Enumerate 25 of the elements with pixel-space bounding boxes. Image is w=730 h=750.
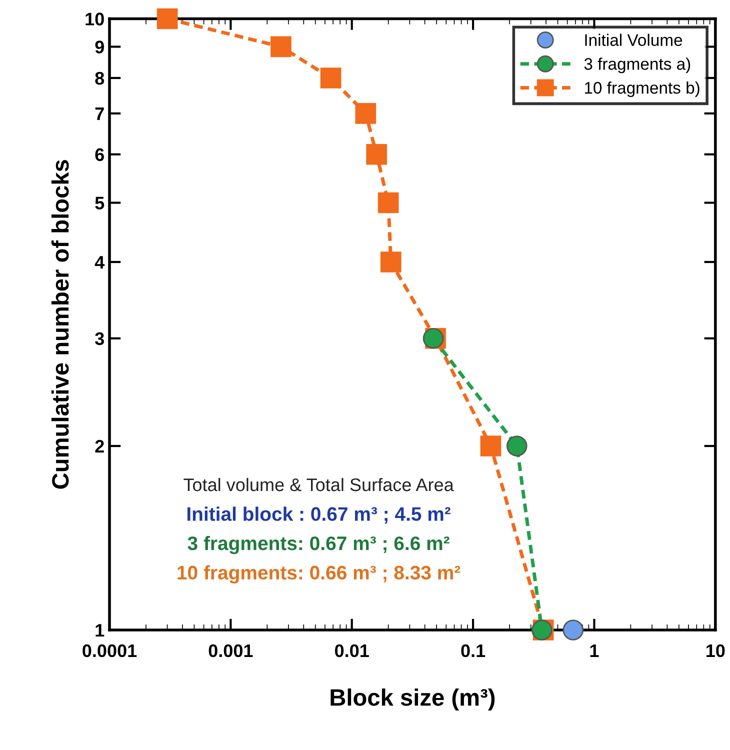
y-tick-label: 9 [95,40,104,54]
y-axis-title: Cumulative number of blocks [51,160,69,489]
x-tick-label: 0.0001 [82,644,137,658]
y-tick-label: 5 [95,196,104,210]
y-tick-label: 1 [96,624,104,637]
y-tick-label: 2 [95,440,104,453]
legend-label: 3 fragments a) [584,58,690,74]
y-tick-label: 6 [95,148,104,162]
legend-label: 10 fragments b) [584,81,700,98]
y-tick-label: 8 [95,72,104,85]
annotation: 3 fragments: 0.67 m³ ; 6.6 m² [188,536,450,554]
x-axis-title: Block size (m³) [330,688,495,711]
y-tick-label: 10 [86,12,104,26]
x-tick-label: 10 [706,644,725,658]
annotation: Total volume & Total Surface Area [184,478,454,492]
x-tick-label: 0.001 [208,644,253,658]
y-tick-label: 7 [95,108,104,120]
legend-label: Initial Volume [585,34,682,46]
x-tick-label: 1 [590,644,599,657]
annotation: 10 fragments: 0.66 m³ ; 8.33 m² [178,565,460,584]
y-tick-label: 3 [95,332,104,346]
x-tick-label: 0.1 [461,644,486,658]
y-tick-label: 4 [94,256,105,269]
x-tick-label: 0.01 [335,644,369,658]
annotation: Initial block : 0.67 m³ ; 4.5 m² [187,506,451,524]
